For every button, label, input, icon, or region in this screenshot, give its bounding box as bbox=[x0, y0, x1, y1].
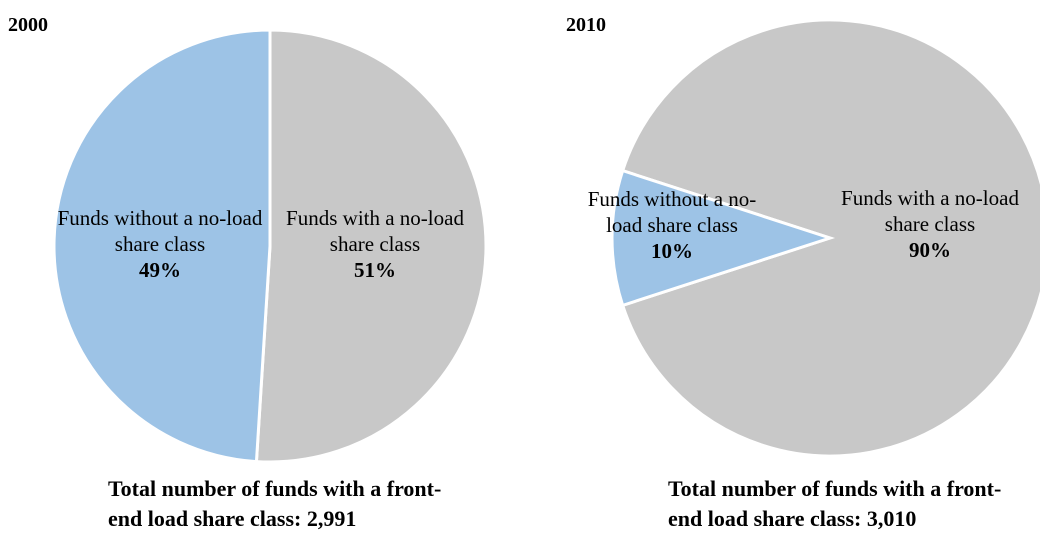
value-label: 90% bbox=[909, 238, 951, 262]
slice-label: Funds with a no-load share class 90% bbox=[835, 185, 1025, 263]
chart-title: 2000 bbox=[8, 14, 48, 36]
chart-title: 2010 bbox=[566, 14, 606, 36]
value-label: 10% bbox=[651, 239, 693, 263]
slice-label: Funds without a no-load share class 10% bbox=[575, 186, 770, 264]
value-label: 51% bbox=[354, 258, 396, 282]
category-label: Funds with a no-load share class bbox=[841, 186, 1019, 236]
caption: Total number of funds with a front-end l… bbox=[668, 476, 1002, 531]
pie-slice bbox=[52, 28, 272, 464]
category-label: Funds with a no-load share class bbox=[286, 206, 464, 256]
slice-label: Funds without a no-load share class 49% bbox=[48, 205, 273, 283]
category-label: Funds without a no-load share class bbox=[587, 187, 757, 237]
value-label: 49% bbox=[139, 258, 181, 282]
pie-slice bbox=[254, 28, 488, 464]
category-label: Funds without a no-load share class bbox=[57, 206, 263, 256]
slice-label: Funds with a no-load share class 51% bbox=[280, 205, 470, 283]
pie-slice bbox=[610, 168, 835, 308]
caption: Total number of funds with a front-end l… bbox=[108, 476, 442, 531]
